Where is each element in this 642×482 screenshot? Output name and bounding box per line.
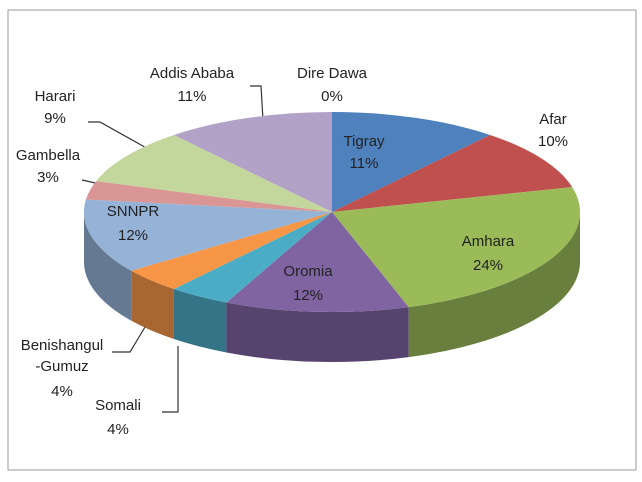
leader-line — [162, 346, 179, 413]
slice — [131, 212, 332, 290]
value-label: 4% — [107, 421, 129, 438]
slice-side — [226, 302, 409, 363]
leader-line — [250, 85, 264, 121]
slice-label: Addis Ababa — [150, 65, 235, 82]
slice — [96, 134, 332, 212]
value-label: 10% — [538, 133, 568, 150]
slice — [226, 212, 409, 312]
value-label: 12% — [118, 227, 148, 244]
leader-line — [88, 121, 151, 151]
slice-label: Oromia — [283, 263, 333, 280]
value-label: 24% — [473, 257, 503, 274]
value-label: 4% — [51, 383, 73, 400]
slice-label: Somali — [95, 397, 141, 414]
slice-side — [408, 212, 580, 358]
slice-side — [131, 270, 174, 340]
pie-tops — [83, 112, 580, 312]
slice — [332, 187, 580, 308]
slice — [332, 112, 491, 212]
value-label: 11% — [350, 155, 379, 172]
slice-label: Afar — [539, 111, 567, 128]
value-label: 3% — [37, 169, 59, 186]
slice — [173, 112, 332, 212]
slice-label: Tigray — [343, 133, 385, 150]
slice-label: Harari — [35, 88, 76, 105]
slice-label: Dire Dawa — [297, 65, 368, 82]
pie-sides — [84, 212, 580, 363]
slice — [83, 199, 332, 271]
slice-label: Amhara — [462, 233, 515, 250]
value-label: 0% — [321, 88, 343, 105]
leader-line — [112, 321, 149, 353]
slice — [85, 181, 332, 212]
slice-side — [173, 289, 227, 353]
slice-label: Gambella — [16, 147, 81, 164]
slice-label: Benishangul -Gumuz — [21, 337, 104, 375]
slice — [173, 212, 332, 303]
value-label: 12% — [293, 287, 323, 304]
value-label: 11% — [178, 88, 207, 105]
labels: Tigray 11% Afar 10% Amhara 24% Oromia 12% Somali… — [16, 65, 568, 438]
slice-label: SNNPR — [107, 203, 160, 220]
slice — [332, 134, 573, 212]
slice-side — [84, 212, 132, 321]
value-label: 9% — [44, 110, 66, 127]
